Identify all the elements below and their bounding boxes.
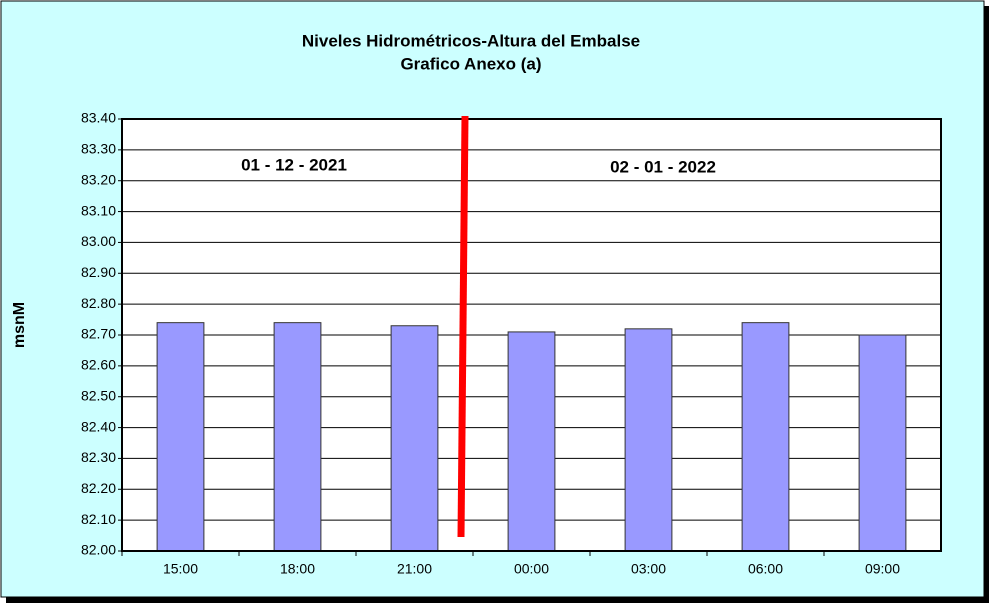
bar [858, 334, 907, 552]
y-tick-label: 82.60 [81, 357, 116, 373]
y-tick-label: 82.50 [81, 387, 116, 403]
bar [273, 322, 322, 552]
x-tick-label: 18:00 [280, 561, 315, 577]
bar [507, 331, 556, 552]
y-tick-label: 83.40 [81, 110, 116, 126]
x-tick-label: 06:00 [748, 561, 783, 577]
y-tick-label: 82.80 [81, 295, 116, 311]
x-tick-label: 03:00 [631, 561, 666, 577]
y-tick-label: 83.00 [81, 233, 116, 249]
chart-subtitle: Grafico Anexo (a) [400, 54, 541, 73]
bar [741, 322, 790, 552]
y-tick-label: 83.20 [81, 171, 116, 187]
bar [156, 322, 205, 552]
y-tick-label: 82.30 [81, 449, 116, 465]
x-tick-label: 00:00 [514, 561, 549, 577]
annotation: 01 - 12 - 2021 [241, 155, 347, 174]
y-tick-label: 82.70 [81, 326, 116, 342]
x-tick-label: 15:00 [163, 561, 198, 577]
y-tick-label: 82.10 [81, 511, 116, 527]
y-tick-label: 82.90 [81, 264, 116, 280]
y-tick-label: 82.40 [81, 418, 116, 434]
bar [390, 325, 439, 552]
y-tick-label: 82.20 [81, 480, 116, 496]
plot-border [121, 118, 942, 552]
y-tick-label: 82.00 [81, 542, 116, 558]
y-tick-label: 83.10 [81, 202, 116, 218]
bar [624, 328, 673, 552]
x-tick-label: 21:00 [397, 561, 432, 577]
divider-line [457, 115, 469, 538]
y-tick-label: 83.30 [81, 141, 116, 157]
annotation: 02 - 01 - 2022 [610, 157, 716, 176]
chart-title: Niveles Hidrométricos-Altura del Embalse [302, 31, 640, 50]
y-axis-title: msnM [11, 302, 28, 348]
x-tick-label: 09:00 [865, 561, 900, 577]
